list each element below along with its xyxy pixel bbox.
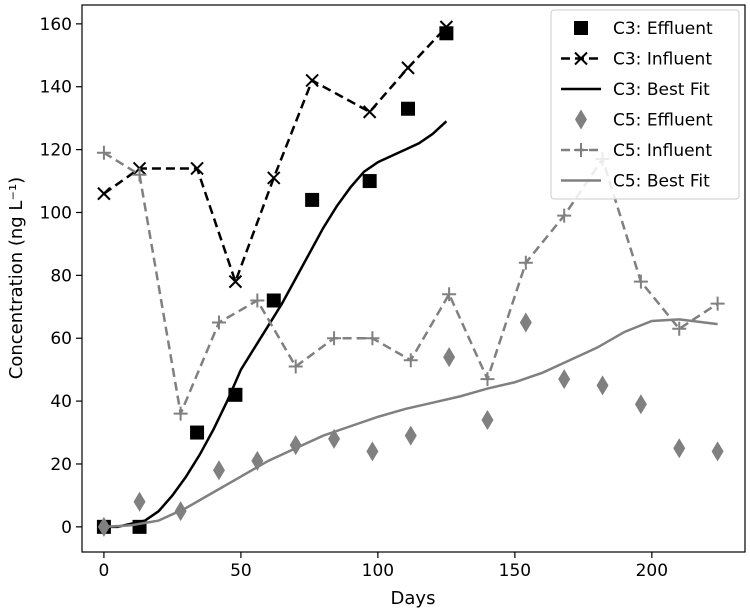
c5-influent-point [96, 145, 111, 160]
c5-influent-point [327, 331, 342, 346]
y-tick-label: 40 [50, 392, 72, 412]
c5-effluent-point [133, 491, 146, 512]
c5-best-fit-series [103, 318, 718, 529]
legend-item-c5-best-fit: C5: Best Fit [561, 172, 710, 192]
c3-influent-point [97, 186, 111, 201]
c3-influent-point [228, 274, 243, 289]
y-tick-label: 160 [40, 15, 72, 35]
c5-best-fit-line [103, 318, 718, 529]
c5-influent-point [250, 293, 265, 308]
legend-marker [574, 51, 588, 66]
c5-effluent-point [711, 441, 724, 462]
legend-label: C5: Influent [613, 141, 712, 161]
x-tick-label: 200 [636, 561, 668, 581]
legend-marker [575, 109, 587, 130]
c3-effluent-point [401, 101, 416, 116]
c3-best-fit-series [103, 120, 448, 529]
c3-effluent-point [266, 293, 281, 308]
c3-influent-point [267, 171, 281, 185]
legend-marker [574, 21, 588, 35]
c5-effluent-point [634, 394, 647, 415]
c5-effluent-point [443, 347, 456, 368]
legend-item-c5-effluent: C5: Effluent [575, 109, 713, 131]
c5-influent-point [480, 372, 495, 387]
c5-influent-point [211, 315, 226, 330]
c5-influent-point [365, 331, 380, 346]
x-tick-label: 0 [99, 561, 110, 581]
c5-effluent-point [481, 409, 494, 430]
c3-influent-line [103, 26, 448, 286]
c3-influent-point [439, 20, 454, 34]
c5-influent-point [557, 208, 572, 223]
legend-item-c5-influent: C5: Influent [561, 141, 712, 161]
c5-effluent-point [212, 460, 225, 481]
c5-effluent-point [366, 441, 379, 462]
c3-influent-point [305, 73, 319, 88]
c5-effluent-point [519, 312, 532, 333]
c5-influent-point [633, 274, 648, 289]
c3-effluent-point [305, 192, 320, 207]
c3-effluent-point [362, 174, 377, 189]
c5-influent-series [96, 145, 725, 421]
c3-influent-series [97, 20, 454, 289]
legend: C3: Effluent C3: Influent C3: Best Fit C5: … [550, 9, 740, 200]
c5-influent-point [288, 359, 303, 374]
c5-effluent-point [404, 425, 417, 446]
y-tick-label: 100 [40, 203, 72, 223]
c5-effluent-point [673, 438, 686, 459]
y-tick-label: 0 [61, 518, 72, 538]
x-tick-label: 150 [499, 561, 531, 581]
x-tick-label: 100 [362, 561, 394, 581]
c3-influent-point [401, 61, 415, 75]
c5-influent-point [173, 406, 188, 421]
legend-label: C3: Influent [613, 50, 712, 70]
c5-effluent-series [97, 312, 724, 537]
legend-label: C3: Best Fit [613, 80, 710, 100]
legend-label: C5: Effluent [613, 111, 713, 131]
legend-label: C3: Effluent [613, 19, 713, 39]
plot-frame [81, 4, 746, 553]
plot-area [96, 20, 725, 537]
legend-item-c3-influent: C3: Influent [561, 50, 712, 70]
y-tick-label: 60 [50, 329, 72, 349]
y-tick-label: 120 [40, 141, 72, 161]
y-axis-label: Concentration (ng L⁻¹) [6, 177, 27, 379]
y-tick-label: 80 [50, 266, 72, 286]
c5-influent-point [672, 321, 687, 336]
c3-effluent-point [190, 425, 205, 440]
c5-influent-point [518, 255, 533, 270]
c3-influent-point [190, 161, 204, 176]
legend-item-c3-best-fit: C3: Best Fit [561, 80, 710, 100]
series-layer [96, 20, 725, 537]
x-axis: 0 50 100 150 200 [99, 552, 668, 581]
legend-marker [574, 143, 588, 157]
c5-influent-point [132, 167, 147, 182]
c5-effluent-point [558, 369, 571, 390]
y-tick-label: 20 [50, 455, 72, 475]
c5-influent-point [710, 296, 725, 311]
c3-best-fit-line [103, 120, 448, 529]
x-axis-label: Days [391, 588, 436, 609]
legend-label: C5: Best Fit [613, 172, 710, 192]
c5-influent-point [403, 353, 418, 368]
c5-effluent-point [596, 375, 609, 396]
legend-item-c3-effluent: C3: Effluent [574, 19, 713, 39]
y-tick-label: 140 [40, 78, 72, 98]
c3-influent-point [362, 105, 377, 119]
c5-influent-point [442, 287, 457, 302]
x-tick-label: 50 [230, 561, 252, 581]
y-axis: 0 20 40 60 80 100 120 140 160 [40, 15, 82, 538]
